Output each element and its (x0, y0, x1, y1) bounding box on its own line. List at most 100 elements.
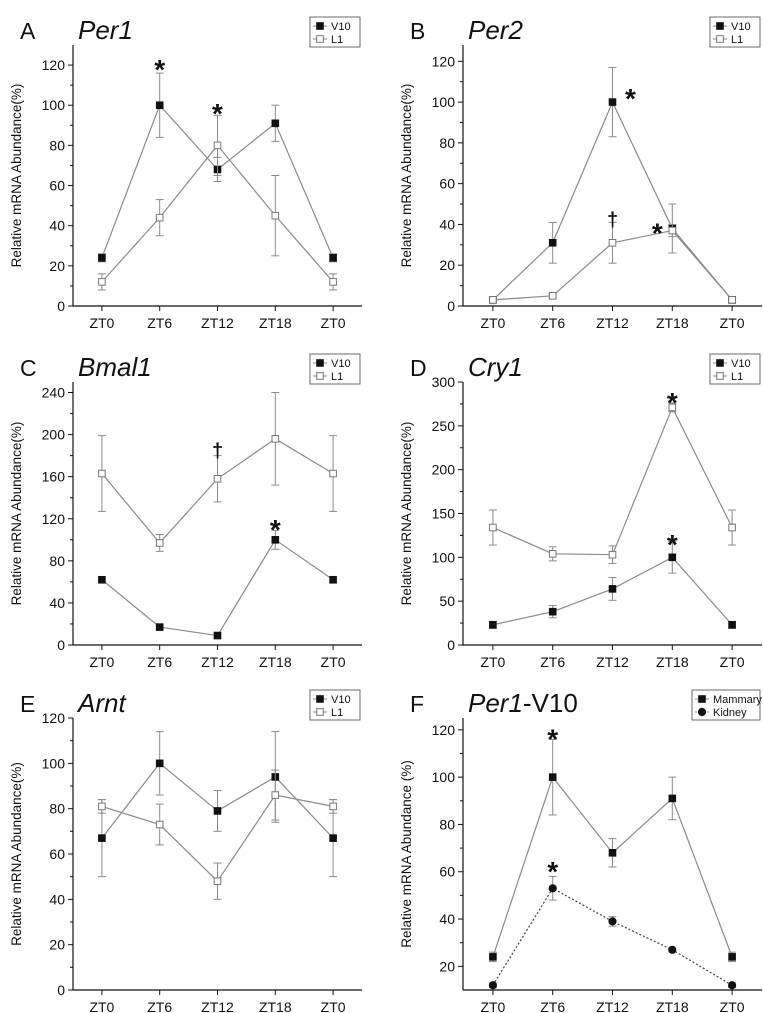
data-point (329, 469, 337, 478)
y-tick-label: 150 (432, 506, 456, 522)
legend-label: Kidney (713, 707, 747, 719)
data-point (548, 607, 557, 616)
y-tick-label: 0 (57, 298, 65, 314)
data-point (213, 474, 222, 483)
legend-marker (316, 695, 324, 703)
y-tick-label: 60 (439, 864, 455, 880)
x-tick-label: ZT12 (596, 654, 629, 670)
series-line (492, 887, 733, 986)
legend-label: L1 (331, 34, 343, 46)
data-point (98, 278, 106, 286)
series-l1 (488, 402, 737, 564)
legend-label: V10 (331, 21, 351, 33)
x-tick-label: ZT0 (480, 315, 505, 331)
y-tick-label: 120 (42, 57, 66, 73)
legend-marker (316, 35, 324, 43)
data-point (155, 101, 164, 110)
y-tick-label: 80 (49, 137, 65, 153)
legend-label: Mammary (713, 694, 762, 706)
data-point (155, 213, 164, 222)
data-point (98, 575, 106, 584)
x-tick-label: ZT6 (540, 315, 565, 331)
legend-label: L1 (731, 371, 743, 383)
data-point (271, 435, 280, 443)
panel-title: Per1 (78, 15, 133, 45)
panel-d: D Cry1 0 50 100 150 200 250 300 ZT0 ZT6 ZT12 ZT18 ZT0… (399, 352, 762, 670)
legend-label: V10 (731, 358, 751, 370)
data-point (489, 296, 497, 304)
data-point (155, 759, 164, 768)
x-tick-label: ZT0 (480, 654, 505, 670)
data-point (155, 623, 164, 631)
x-tick-label: ZT0 (321, 315, 346, 331)
legend-label: V10 (331, 358, 351, 370)
series-l1 (97, 392, 338, 552)
legend-label: L1 (731, 34, 743, 46)
y-tick-label: 100 (432, 94, 456, 110)
y-tick-label: 60 (49, 846, 65, 862)
series-l1 (97, 769, 338, 900)
y-axis-label: Relative mRNA Abundance(%) (9, 84, 24, 268)
data-point (98, 469, 106, 478)
x-tick-label: ZT6 (540, 654, 565, 670)
data-point (548, 884, 557, 893)
significance-marker: * (547, 724, 558, 755)
significance-marker: * (625, 83, 636, 114)
data-point (213, 141, 222, 150)
series-v10 (97, 731, 338, 878)
data-point (668, 403, 677, 412)
x-tick-label: ZT0 (321, 999, 346, 1013)
y-tick-label: 20 (439, 257, 455, 273)
x-tick-label: ZT0 (720, 654, 745, 670)
series-kidney (488, 875, 737, 990)
series-mammary (488, 738, 737, 963)
y-tick-label: 0 (57, 982, 65, 998)
y-tick-label: 40 (439, 216, 455, 232)
x-tick-label: ZT6 (147, 999, 172, 1013)
y-axis-label: Relative mRNA Abundance(%) (9, 762, 24, 946)
data-point (668, 794, 677, 803)
panel-title: Bmal1 (78, 352, 152, 382)
y-tick-label: 120 (432, 722, 456, 738)
legend-marker (316, 708, 324, 716)
panel-f: F Per1-V10 20 40 60 80 100 120 ZT0 ZT6 ZT12 ZT18 ZT0… (399, 688, 762, 1013)
y-tick-label: 100 (432, 549, 456, 565)
significance-marker: * (667, 387, 678, 418)
panel-e: E Arnt 0 20 40 60 80 100 120 ZT0 ZT6 ZT12 ZT18 ZT0 Rel… (9, 688, 362, 1013)
data-point (728, 621, 736, 629)
legend-label: L1 (331, 371, 343, 383)
y-tick-label: 20 (439, 958, 455, 974)
x-tick-label: ZT0 (89, 654, 114, 670)
y-tick-label: 80 (439, 816, 455, 832)
y-tick-label: 80 (439, 135, 455, 151)
y-tick-label: 20 (49, 258, 65, 274)
significance-marker: * (270, 514, 281, 545)
y-axis-label: Relative mRNA Abundance (%) (399, 760, 414, 948)
data-point (548, 773, 557, 781)
y-tick-label: 60 (439, 176, 455, 192)
data-point (155, 539, 164, 547)
x-tick-label: ZT18 (259, 654, 292, 670)
legend-marker (698, 695, 706, 703)
x-tick-label: ZT12 (201, 315, 234, 331)
data-point (329, 834, 337, 842)
y-tick-label: 40 (439, 911, 455, 927)
y-tick-label: 300 (432, 374, 456, 390)
significance-marker: * (154, 54, 165, 85)
legend-marker (716, 35, 724, 43)
y-axis-label: Relative mRNA Abundance(%) (9, 422, 24, 606)
y-tick-label: 0 (447, 637, 455, 653)
x-tick-label: ZT6 (540, 999, 565, 1013)
data-point (489, 953, 497, 961)
panel-title: Cry1 (468, 352, 523, 382)
data-point (213, 631, 222, 640)
y-tick-label: 40 (49, 218, 65, 234)
series-l1 (97, 114, 338, 291)
panel-b: B Per2 0 20 40 60 80 100 120 ZT0 ZT6 ZT12 ZT18 ZT0 Rel… (399, 15, 762, 331)
panel-letter: D (410, 355, 427, 381)
series-line (492, 405, 733, 556)
y-tick-label: 100 (42, 97, 66, 113)
legend-marker (716, 22, 724, 30)
